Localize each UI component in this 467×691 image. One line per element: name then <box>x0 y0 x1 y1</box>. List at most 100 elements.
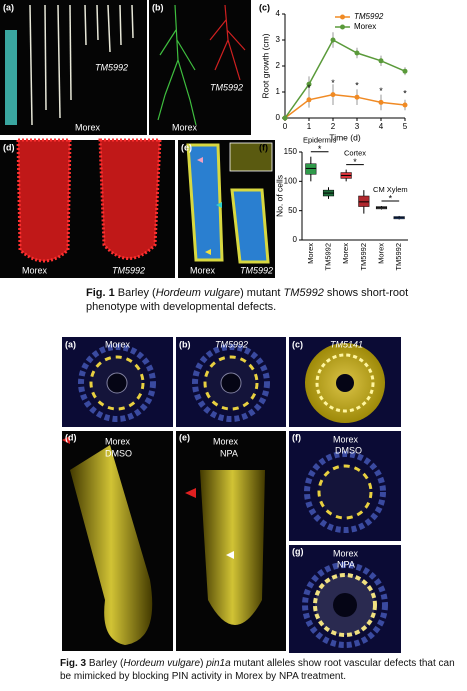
caption-part: Hordeum vulgare <box>123 658 201 669</box>
group-label: CM Xylem <box>373 185 408 194</box>
point <box>354 94 360 100</box>
panel-label: (f) <box>259 142 268 152</box>
image-panel: (c) TM5141 <box>289 337 401 427</box>
caption-part: Barley ( <box>86 658 124 669</box>
point <box>306 81 312 87</box>
point <box>402 102 408 108</box>
image-panel: (b) TM5992 <box>176 337 286 427</box>
image-label: DMSO <box>105 448 132 458</box>
box <box>358 195 370 207</box>
point <box>282 115 288 121</box>
image-label: TM5992 <box>95 62 128 72</box>
point <box>402 68 408 74</box>
y-tick-label: 50 <box>288 206 297 215</box>
image-label: TM5141 <box>330 339 363 349</box>
y-axis-label: No. of cells <box>274 175 284 217</box>
box <box>305 163 317 175</box>
x-tick-label: 3 <box>355 122 360 131</box>
image-panel: (g) Morex NPA <box>289 545 401 653</box>
image-panel: (a) TM5992 Morex <box>0 0 147 135</box>
image-label: NPA <box>220 448 238 458</box>
caption-part: ) mutant <box>240 287 284 299</box>
y-tick-label: 3 <box>276 35 281 44</box>
caption-part: shows short-root phenotype with developm… <box>86 287 409 313</box>
x-tick-label: 4 <box>379 122 384 131</box>
image-panel: (a) Morex <box>62 337 173 427</box>
panel-label: (g) <box>292 546 304 556</box>
legend-swatch <box>340 14 345 20</box>
panel-label: (c) <box>292 339 303 349</box>
image-panel: (e) Morex NPA <box>176 431 286 651</box>
x-tick-label: Morex <box>341 243 350 264</box>
image-label: Morex <box>213 436 239 446</box>
panel-label: (b) <box>179 339 191 349</box>
image-label: TM5992 <box>240 265 273 275</box>
panel-label: (c) <box>259 2 270 12</box>
image-label: Morex <box>22 265 48 275</box>
image-label: TM5992 <box>215 339 248 349</box>
image-panel: (e) Morex TM5992 <box>178 140 275 278</box>
series-line <box>284 38 406 119</box>
y-tick-label: 4 <box>276 9 281 18</box>
y-tick-label: 150 <box>284 147 298 156</box>
caption-part: TM5992 <box>283 287 324 299</box>
legend-label: Morex <box>354 22 376 31</box>
x-tick-label: 5 <box>403 122 408 131</box>
image-panel: (d) Morex DMSO <box>62 431 173 651</box>
y-tick-label: 2 <box>276 61 281 70</box>
group-label: Epidermis <box>303 136 337 145</box>
panel-label: (a) <box>65 339 76 349</box>
image-label: Morex <box>105 436 131 446</box>
significance: * <box>318 144 322 154</box>
x-tick-label: Morex <box>376 243 385 264</box>
x-tick-label: TM5992 <box>394 243 403 271</box>
point <box>378 99 384 105</box>
significance: * <box>353 157 357 167</box>
x-tick-label: TM5992 <box>323 243 332 271</box>
point <box>354 50 360 56</box>
image-label: TM5992 <box>112 265 145 275</box>
point <box>378 58 384 64</box>
image-label: Morex <box>75 122 101 132</box>
significance: * <box>331 78 335 88</box>
caption-part: ) <box>200 658 207 669</box>
significance: * <box>307 83 311 93</box>
panel-label: (a) <box>3 2 14 12</box>
panel-label: (d) <box>3 142 15 152</box>
panel-label: (f) <box>292 432 301 442</box>
panel-label: (b) <box>152 2 164 12</box>
x-tick-label: 0 <box>283 122 288 131</box>
significance: * <box>355 81 359 91</box>
x-tick-label: 1 <box>307 122 312 131</box>
figure-caption: Fig. 1 Barley (Hordeum vulgare) mutant T… <box>86 287 426 315</box>
image-label: TM5992 <box>210 82 243 92</box>
point <box>330 92 336 98</box>
image-panel: (f) Morex DMSO <box>289 431 401 541</box>
significance: * <box>389 193 393 203</box>
y-tick-label: 1 <box>276 87 281 96</box>
legend-label: TM5992 <box>354 12 384 21</box>
x-tick-label: Morex <box>306 243 315 264</box>
y-axis-label: Root growth (cm) <box>260 33 270 98</box>
image-label: NPA <box>337 559 355 569</box>
image-panel: (b) TM5992 Morex <box>149 0 251 135</box>
x-tick-label: 2 <box>331 122 336 131</box>
caption-part: Barley ( <box>114 287 156 299</box>
image-label: Morex <box>172 122 198 132</box>
y-tick-label: 0 <box>276 113 281 122</box>
point <box>306 97 312 103</box>
x-axis-label: Time (d) <box>329 132 360 142</box>
caption-part: mutant alleles show root vascular defect… <box>60 658 455 682</box>
image-label: Morex <box>333 548 359 558</box>
x-tick-label: TM5992 <box>359 243 368 271</box>
caption-part: Fig. 1 <box>86 287 115 299</box>
image-label: Morex <box>105 339 131 349</box>
y-tick-label: 0 <box>293 235 298 244</box>
group-label: Cortex <box>344 149 366 158</box>
series-line <box>284 93 406 119</box>
caption-part: Hordeum vulgare <box>155 287 241 299</box>
image-label: Morex <box>190 265 216 275</box>
caption-part: Fig. 3 <box>60 658 87 669</box>
